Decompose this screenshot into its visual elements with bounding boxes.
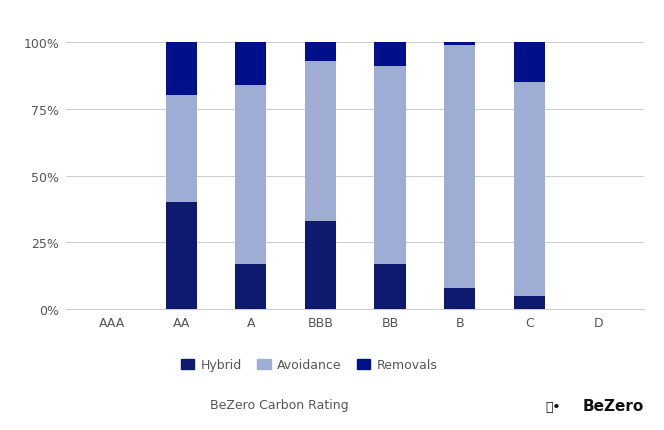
Text: ⯈•: ⯈•: [546, 400, 561, 413]
Bar: [513, 43, 545, 83]
Text: BeZero Carbon Rating: BeZero Carbon Rating: [210, 398, 348, 411]
Bar: [513, 296, 545, 310]
Bar: [235, 264, 266, 310]
Text: BeZero: BeZero: [583, 398, 644, 413]
Bar: [305, 61, 336, 221]
Bar: [235, 86, 266, 264]
Bar: [374, 264, 406, 310]
Bar: [305, 221, 336, 310]
Bar: [305, 43, 336, 61]
Bar: [444, 288, 475, 310]
Bar: [444, 46, 475, 288]
Bar: [374, 67, 406, 264]
Bar: [444, 43, 475, 46]
Legend: Hybrid, Avoidance, Removals: Hybrid, Avoidance, Removals: [176, 353, 442, 376]
Bar: [165, 96, 197, 203]
Bar: [513, 83, 545, 296]
Bar: [165, 43, 197, 96]
Bar: [374, 43, 406, 67]
Bar: [235, 43, 266, 86]
Bar: [165, 203, 197, 310]
